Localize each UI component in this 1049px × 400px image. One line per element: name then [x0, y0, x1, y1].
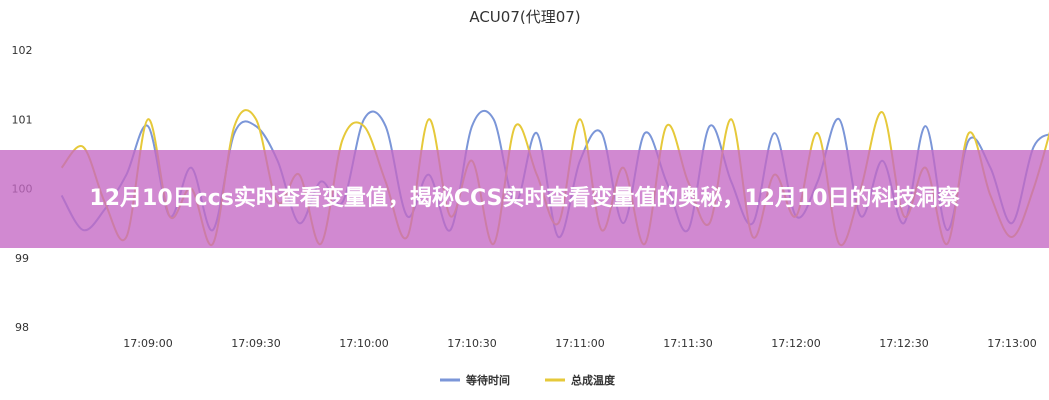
x-tick-label: 17:10:30	[447, 337, 496, 350]
headline-banner: 12月10日ccs实时查看变量值，揭秘CCS实时查看变量值的奥秘，12月10日的…	[0, 150, 1049, 248]
x-tick-label: 17:11:30	[663, 337, 712, 350]
x-tick-label: 17:09:30	[231, 337, 280, 350]
headline-text: 12月10日ccs实时查看变量值，揭秘CCS实时查看变量值的奥秘，12月10日的…	[89, 186, 960, 211]
x-tick-label: 17:10:00	[339, 337, 388, 350]
x-tick-label: 17:09:00	[123, 337, 172, 350]
legend-label[interactable]: 总成温度	[571, 373, 616, 387]
y-tick-label: 101	[12, 113, 33, 126]
y-tick-label: 98	[15, 321, 29, 334]
legend-label[interactable]: 等待时间	[465, 373, 510, 387]
chart-title: ACU07(代理07)	[469, 8, 580, 26]
x-tick-label: 17:13:00	[987, 337, 1036, 350]
x-tick-label: 17:12:00	[771, 337, 820, 350]
y-tick-label: 99	[15, 252, 29, 265]
x-tick-label: 17:11:00	[555, 337, 604, 350]
x-tick-label: 17:12:30	[879, 337, 928, 350]
y-tick-label: 102	[12, 44, 33, 57]
